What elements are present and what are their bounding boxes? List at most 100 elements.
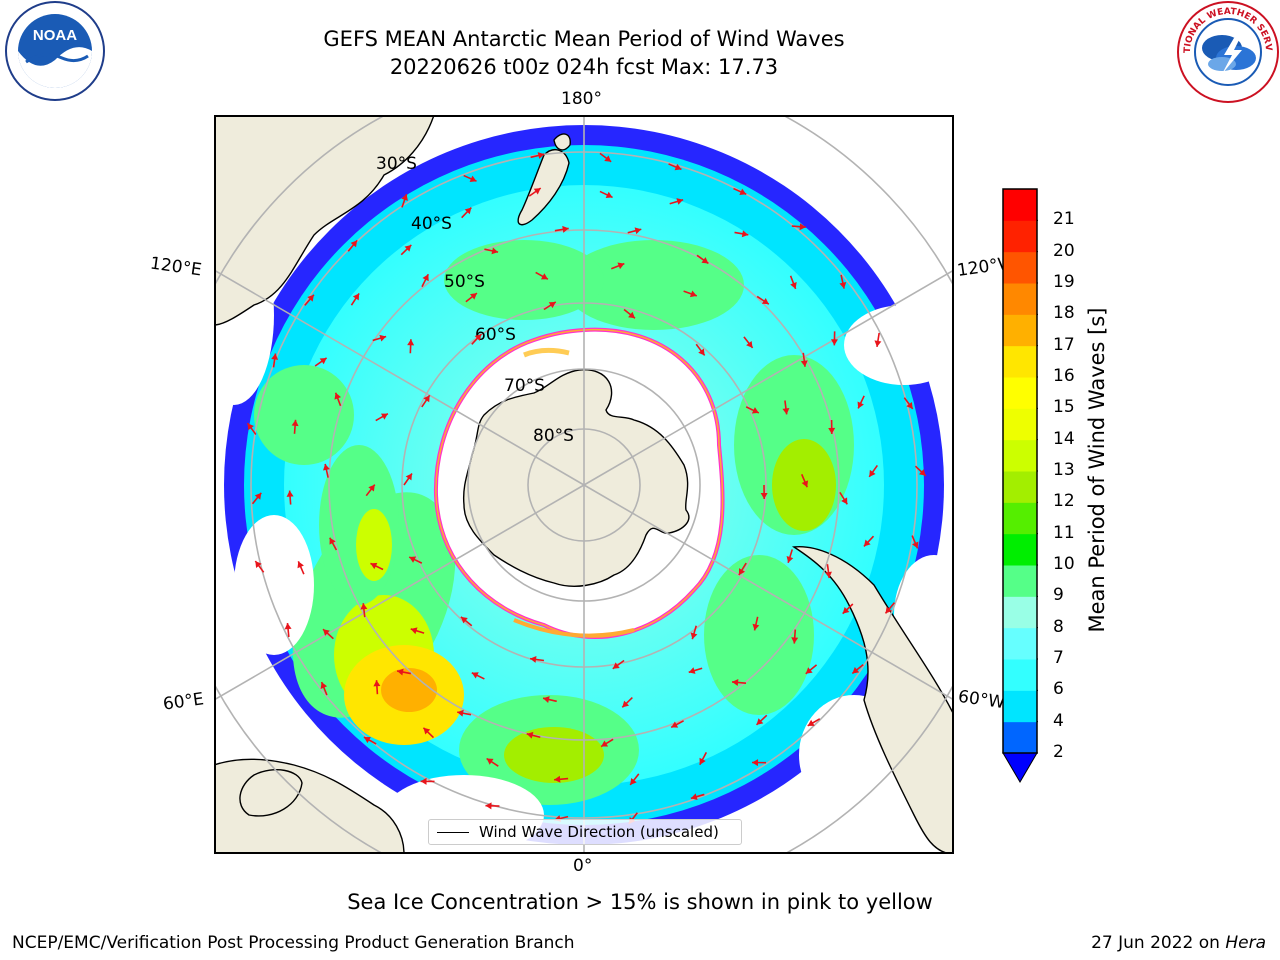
wave-direction-arrow [375,412,389,422]
colorbar-band [1003,565,1037,597]
wave-direction-arrow [807,718,821,727]
colorbar-band [1003,439,1037,472]
colorbar-tick-label: 17 [1053,334,1075,355]
lat-label-40s: 40°S [411,214,452,234]
footer-date-text: 27 Jun 2022 on [1091,933,1226,953]
sea-ice-note: Sea Ice Concentration > 15% is shown in … [347,890,933,914]
wave-direction-arrow [690,793,705,801]
graticule [216,117,952,852]
wave-direction-arrow [599,190,613,199]
wave-direction-arrow [403,473,413,486]
wave-direction-arrow [824,564,832,579]
wave-direction-arrow [484,247,499,255]
wave-direction-arrow [486,757,499,767]
wave-direction-arrow [696,254,709,265]
wave-direction-arrow [842,603,854,615]
wave-direction-arrow [463,174,477,182]
lat-label-30s: 30°S [376,154,417,174]
wave-direction-arrow [529,655,545,663]
colorbar [1002,188,1038,783]
legend-label: Wind Wave Direction (unscaled) [479,823,719,841]
wave-direction-arrow [800,352,808,367]
colorbar-band [1003,659,1037,691]
colorbar-band [1003,533,1037,566]
colorbar-bands [1003,189,1037,754]
noaa-logo-text: NOAA [33,27,77,44]
wave-direction-arrow [401,193,408,208]
wave-direction-arrow [839,274,847,289]
chart-subtitle-forecast: 20220626 t00z 024h fcst Max: 17.73 [389,55,779,79]
wave-direction-arrow [760,484,768,500]
colorbar-tick-label: 12 [1053,491,1075,512]
wave-direction-arrow [471,672,485,680]
wave-direction-arrow [669,198,684,205]
wave-direction-arrow [755,714,768,726]
wave-direction-arrow [731,679,747,686]
colorbar-band [1003,314,1037,347]
colorbar-band [1003,377,1037,409]
wave-direction-arrow [801,473,809,488]
wave-direction-arrow [297,561,305,575]
wave-direction-arrow [372,334,387,342]
map-panel: 30°S 40°S 50°S 60°S 70°S 80°S [214,115,954,854]
wave-direction-arrow [363,736,377,745]
polar-map: 30°S 40°S 50°S 60°S 70°S 80°S [216,117,952,852]
wave-direction-arrow [839,491,848,505]
wave-direction-arrow [530,152,545,159]
wave-direction-arrow [683,290,698,298]
colorbar-band [1003,471,1037,503]
wave-direction-arrow [874,332,882,347]
colorbar-tick-label: 16 [1053,366,1075,386]
wave-direction-arrow [347,239,358,252]
wave-direction-arrow [756,295,770,305]
footer-date: 27 Jun 2022 on Hera [1091,933,1266,953]
wave-direction-arrow [786,549,794,564]
wave-direction-arrow [254,560,265,573]
wave-direction-arrow [461,206,472,219]
wave-direction-arrow [805,664,818,675]
wave-direction-arrow [863,535,875,547]
wave-direction-arrow [465,292,478,303]
footer-host: Hera [1225,933,1266,953]
wave-direction-arrow [903,397,914,410]
wave-direction-arrow [460,616,473,627]
wave-direction-arrow [670,720,684,729]
colorbar-band [1003,345,1037,378]
colorbar-tick-label: 21 [1053,209,1075,230]
land-layer [216,117,952,852]
wave-direction-arrow [612,659,625,670]
wave-direction-arrow [752,616,760,631]
colorbar-tick-label: 11 [1053,522,1075,543]
wave-direction-arrow [360,603,368,618]
wave-direction-arrow [688,667,703,674]
wave-direction-arrow [668,163,682,171]
wave-direction-arrow [323,463,330,478]
nws-logo-icon: NATIONAL WEATHER SERVICE [1176,0,1279,103]
wave-direction-arrow [752,759,767,767]
wave-direction-arrow [322,628,334,640]
footer-credit: NCEP/EMC/Verification Post Processing Pr… [12,933,575,953]
wave-direction-arrow [699,751,708,766]
wave-direction-arrow [554,775,569,783]
wave-direction-arrow [410,627,425,635]
wave-direction-arrow [782,400,790,415]
lon-label-120e: 120°E [148,253,203,281]
wind-wave-vectors [246,152,927,825]
lon-label-60w: 60°W [956,686,1007,714]
wave-direction-arrow [857,395,865,409]
wave-direction-arrow [528,187,542,197]
wave-direction-arrow [599,152,612,163]
wave-direction-arrow [695,343,706,356]
lat-label-50s: 50°S [444,272,485,292]
colorbar-band [1003,283,1037,315]
wave-direction-arrow [373,680,381,695]
wave-direction-arrow [420,777,435,785]
colorbar-band [1003,408,1037,441]
colorbar-band [1003,251,1037,284]
colorbar-band [1003,189,1037,221]
wave-direction-arrow [828,419,836,434]
wave-direction-arrow [621,696,633,708]
wave-direction-arrow [554,225,569,233]
colorbar-under-extension [1002,752,1038,783]
wave-direction-arrow [743,336,754,349]
